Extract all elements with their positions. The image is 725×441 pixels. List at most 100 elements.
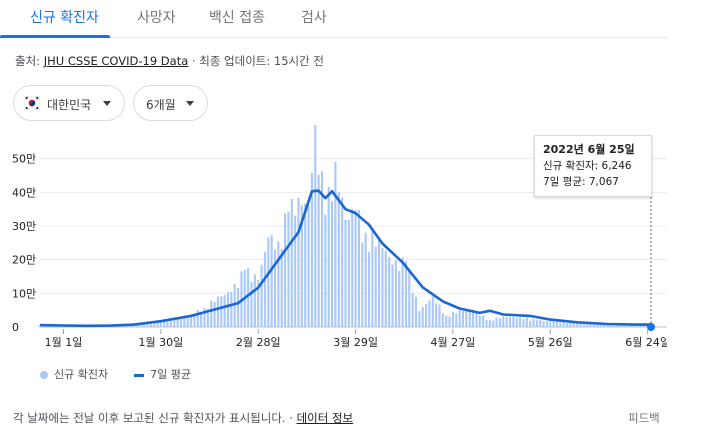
bar-legend-swatch [40,371,48,379]
case-bar [169,320,172,327]
last-updated: 최종 업데이트: 15시간 전 [199,54,324,68]
case-bar [314,125,317,328]
case-bar [304,203,307,327]
case-bar [425,304,428,327]
case-bar [512,316,515,327]
case-bar [341,197,344,327]
tooltip-new-cases-value: 6,246 [601,160,632,172]
case-bar [378,237,381,327]
case-bar [367,251,371,327]
case-bar [579,323,582,327]
case-bar [307,205,310,327]
case-bar [280,249,283,327]
period-dropdown[interactable]: 6개월 [133,85,208,121]
case-bar [153,321,156,327]
case-bar [163,321,166,327]
case-bar [300,205,303,327]
case-bar [475,311,478,327]
case-bar [196,310,199,327]
case-bar [498,318,501,327]
x-tick-label: 2월 28일 [236,335,281,349]
tab-deaths[interactable]: 사망자 [137,10,176,26]
case-bar [287,211,290,327]
case-bar [257,279,260,327]
chevron-down-icon [186,101,194,106]
case-bar [374,246,377,327]
case-bar [522,319,525,327]
case-bar [351,209,354,327]
case-bar [448,316,451,327]
case-bar [357,210,360,327]
case-bar [203,308,206,327]
case-bar [468,309,471,327]
case-bar [589,322,592,327]
case-bar [639,325,642,327]
case-bar [337,192,340,327]
case-bar [176,318,179,327]
case-bar [294,215,297,327]
case-bar [347,219,350,327]
case-bar [529,320,532,327]
case-bar [270,235,273,327]
case-bar [461,311,465,327]
case-bar [297,198,300,327]
chart-tooltip: 2022년 6월 25일 신규 확진자: 6,246 7일 평균: 7,067 [534,135,652,197]
case-bar [143,323,146,327]
case-bar [619,324,622,327]
case-bar [371,228,374,327]
case-bar [263,251,266,327]
case-bar [441,313,444,327]
x-tick-label: 1월 1일 [45,335,83,349]
y-tick-label: 10만 [12,287,36,300]
case-bar [418,311,421,327]
footer-note-text: 각 날짜에는 전날 이후 보고된 신규 확진자가 표시됩니다. [13,411,286,425]
y-axis-labels: 0 10만 20만 30만 40만 50만 [12,153,36,334]
x-tick-label: 5월 26일 [528,335,573,349]
case-bar [492,320,495,327]
cases-chart[interactable]: 0 10만 20만 30만 40만 50만 1월 1일 1월 30일 2월 28일 3월 29일… [0,125,667,355]
region-dropdown[interactable]: 대한민국 [13,85,125,121]
case-bar [636,324,639,327]
case-bar [629,324,632,327]
case-bar [381,248,384,327]
case-bar [213,302,216,327]
case-bar [609,324,612,327]
case-bar [566,323,569,327]
case-bar [179,317,183,327]
tab-new-cases[interactable]: 신규 확진자 [30,10,99,26]
case-bar [555,321,559,327]
data-info-link[interactable]: 데이터 정보 [296,411,354,425]
case-bar [230,291,233,327]
case-bar [586,323,589,327]
south-korea-flag-icon [24,96,40,110]
case-bar [552,321,555,327]
case-bar [394,260,397,327]
case-bar [599,323,602,327]
source-link[interactable]: JHU CSSE COVID-19 Data [43,54,189,68]
case-bar [435,303,438,327]
case-bar [190,314,193,327]
case-bar [408,269,411,327]
case-bar [445,315,448,327]
case-bar [572,322,575,327]
tab-vaccinations[interactable]: 백신 접종 [209,10,265,26]
tab-tests[interactable]: 검사 [301,10,327,26]
case-bar [210,300,213,327]
case-bar [216,296,219,327]
case-bar [519,317,522,327]
case-bar [206,308,209,327]
case-bar [267,237,270,327]
bar-legend-label: 신규 확진자 [54,368,109,381]
tooltip-date: 2022년 6월 25일 [543,143,635,156]
y-tick-label: 40만 [12,186,36,199]
case-bar [411,292,414,327]
case-bar [515,317,518,327]
case-bar [253,274,256,327]
case-bar [273,249,277,327]
case-bar [602,324,606,327]
tooltip-average-value: 7,067 [588,176,619,188]
case-bar [465,309,468,327]
feedback-link[interactable]: 피드백 [628,411,660,425]
x-tick-label: 6월 24일 [625,335,667,349]
case-bar [428,300,431,327]
